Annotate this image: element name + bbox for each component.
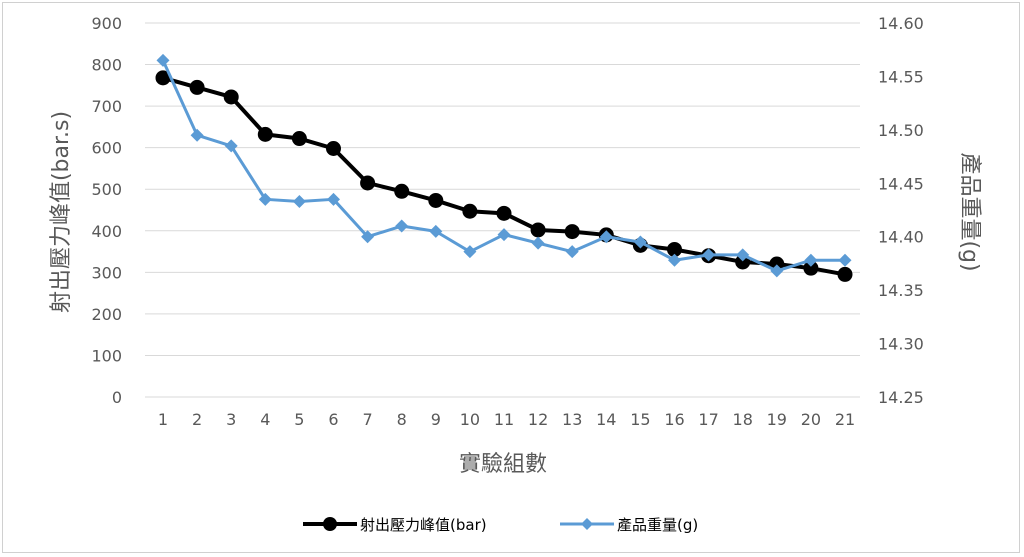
left-tick-label: 600 — [91, 139, 122, 158]
series-1-point — [462, 203, 478, 219]
x-tick-label: 11 — [494, 410, 514, 429]
series-1-point — [360, 175, 376, 191]
left-tick-label: 400 — [91, 222, 122, 241]
series-1-point — [257, 126, 273, 142]
series-2-point — [327, 192, 340, 206]
right-tick-label: 14.40 — [878, 228, 924, 247]
x-tick-label: 6 — [328, 410, 338, 429]
x-tick-label: 17 — [698, 410, 718, 429]
series-2-point — [531, 236, 545, 250]
x-tick-label: 8 — [397, 410, 407, 429]
x-tick-label: 7 — [363, 410, 373, 429]
right-tick-label: 14.25 — [878, 388, 924, 407]
series-1-point — [496, 205, 512, 221]
series-1-point — [223, 89, 239, 105]
left-tick-label: 500 — [91, 180, 122, 199]
right-tick-label: 14.60 — [878, 14, 924, 33]
legend-marker-2 — [581, 518, 593, 530]
series-1-point — [155, 70, 171, 86]
series-2-point — [395, 219, 409, 233]
series-2-point — [736, 248, 750, 262]
x-tick-label: 5 — [294, 410, 304, 429]
x-tick-label: 12 — [528, 410, 548, 429]
right-axis-title: 產品重量(g) — [957, 152, 982, 271]
series-2-point — [361, 230, 375, 244]
series-2-point — [224, 139, 238, 153]
series-1-point — [189, 79, 205, 95]
left-tick-label: 0 — [112, 388, 122, 407]
series-2-point — [156, 53, 170, 67]
legend-label-2: 產品重量(g) — [617, 516, 698, 534]
series-2-point — [463, 245, 477, 259]
series-line-1 — [162, 75, 846, 277]
right-tick-label: 14.30 — [878, 335, 924, 354]
x-tick-label: 1 — [158, 410, 168, 429]
x-tick-label: 2 — [192, 410, 202, 429]
left-tick-label: 300 — [91, 263, 122, 282]
x-tick-label: 18 — [733, 410, 753, 429]
x-axis-title: 實驗組數 — [459, 452, 547, 477]
right-axis-ticks: 14.25 14.30 14.35 14.40 14.45 14.50 14.55 14.60 — [878, 14, 924, 407]
x-tick-label: 4 — [260, 410, 270, 429]
series-1-point — [803, 260, 819, 276]
series-2-point — [292, 194, 306, 208]
series-1-point — [291, 131, 307, 147]
series-2-point — [565, 245, 579, 259]
x-tick-label: 15 — [630, 410, 650, 429]
x-tick-label: 19 — [767, 410, 787, 429]
series-2-point — [258, 192, 272, 206]
series-1-point — [326, 140, 341, 156]
series-2-point — [702, 248, 716, 262]
series-1-point — [564, 224, 580, 240]
left-tick-label: 900 — [91, 14, 122, 33]
x-tick-label: 10 — [460, 410, 480, 429]
x-tick-label: 20 — [801, 410, 821, 429]
series-1-point — [394, 183, 410, 199]
x-tick-label: 3 — [226, 410, 236, 429]
x-tick-label: 9 — [431, 410, 441, 429]
series-1-point — [428, 192, 444, 208]
series-1-point — [667, 241, 682, 257]
legend-label-1: 射出壓力峰值(bar) — [360, 516, 487, 534]
x-tick-label: 14 — [596, 410, 616, 429]
left-tick-label: 100 — [91, 346, 122, 365]
series-2-point — [429, 224, 443, 238]
x-tick-label: 13 — [562, 410, 582, 429]
series-1-point — [530, 222, 546, 238]
series-2-point — [770, 264, 784, 278]
legend-marker-1 — [323, 517, 337, 531]
left-tick-label: 700 — [91, 97, 122, 116]
series-2-point — [668, 253, 681, 267]
gridlines — [145, 22, 860, 398]
series-2-point — [190, 128, 204, 142]
x-tick-label: 21 — [835, 410, 855, 429]
right-tick-label: 14.55 — [878, 67, 924, 86]
right-tick-label: 14.45 — [878, 174, 924, 193]
x-axis-ticks: 1 2 3 4 5 6 7 8 9 10 11 12 13 14 15 16 17 18 19 20 21 — [158, 410, 855, 429]
series-2-point — [497, 228, 511, 242]
left-axis-title: 射出壓力峰值(bar.s) — [49, 111, 74, 313]
left-tick-label: 200 — [91, 305, 122, 324]
right-tick-label: 14.50 — [878, 121, 924, 140]
left-axis-ticks: 0 100 200 300 400 500 600 700 800 900 — [91, 14, 122, 407]
legend: 射出壓力峰值(bar) 產品重量(g) — [303, 516, 698, 534]
series-2-point — [633, 235, 647, 249]
series-2-point — [599, 230, 613, 244]
series-2-point — [804, 253, 818, 267]
series-1-point — [837, 266, 853, 282]
left-tick-label: 800 — [91, 56, 122, 75]
series-2-point — [838, 253, 852, 267]
x-tick-label: 16 — [664, 410, 684, 429]
series-group — [155, 53, 853, 282]
right-tick-label: 14.35 — [878, 281, 924, 300]
